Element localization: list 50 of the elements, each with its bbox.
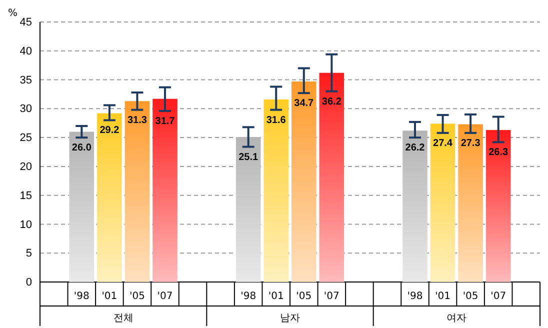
text: '05 bbox=[462, 291, 478, 302]
data-label: 31.7 bbox=[155, 116, 176, 127]
y-tick-label: 25 bbox=[20, 132, 32, 144]
x-tick-label: 전체 bbox=[113, 313, 134, 324]
data-label: 31.3 bbox=[127, 114, 148, 126]
y-tick-label: 40 bbox=[20, 45, 32, 58]
data-label: 26.0 bbox=[72, 142, 92, 154]
data-label: 29.2 bbox=[100, 125, 120, 136]
y-tick-label: 45 bbox=[20, 16, 32, 29]
text: '98 bbox=[407, 291, 423, 302]
bar bbox=[319, 72, 344, 282]
data-label: 27.3 bbox=[460, 138, 481, 149]
legend-label: '98 bbox=[74, 291, 90, 302]
bar bbox=[236, 136, 261, 282]
y-tick-label: 35 bbox=[20, 74, 32, 86]
bar bbox=[402, 130, 428, 282]
text: '01 bbox=[268, 291, 284, 302]
data-label: 25.1 bbox=[238, 152, 258, 163]
data-label: 34.7 bbox=[294, 98, 314, 110]
data-label: 27.4 bbox=[433, 138, 453, 149]
text: '05 bbox=[296, 291, 312, 302]
legend-label: '07 bbox=[157, 291, 173, 302]
y-tick-label: 30 bbox=[20, 103, 32, 116]
data-label: 26.3 bbox=[488, 147, 508, 158]
y-tick-label: 5 bbox=[26, 248, 32, 260]
text: '98 bbox=[240, 291, 256, 302]
text: '07 bbox=[490, 291, 506, 302]
bar bbox=[458, 124, 483, 282]
bar bbox=[69, 132, 94, 282]
bar bbox=[97, 113, 122, 282]
data-label: 26.2 bbox=[405, 142, 426, 154]
bar bbox=[430, 124, 456, 282]
bar bbox=[124, 101, 150, 282]
bar bbox=[264, 99, 288, 282]
x-tick-label: 남자 bbox=[280, 313, 300, 324]
text: '01 bbox=[435, 291, 451, 302]
bar bbox=[486, 130, 511, 282]
y-tick-label: 10 bbox=[20, 218, 32, 231]
text: '07 bbox=[324, 291, 340, 302]
bar bbox=[292, 82, 316, 282]
legend-label: '05 bbox=[129, 291, 145, 302]
y-axis-title: % bbox=[8, 8, 18, 19]
legend-label: '01 bbox=[102, 291, 118, 302]
data-label: 31.6 bbox=[266, 114, 286, 126]
y-tick-label: 15 bbox=[20, 190, 32, 202]
y-tick-label: 20 bbox=[20, 160, 32, 173]
bar bbox=[152, 98, 178, 282]
y-tick-label: 0 bbox=[26, 276, 32, 289]
data-label: 36.2 bbox=[322, 96, 342, 108]
x-tick-label: 여자 bbox=[446, 313, 467, 324]
